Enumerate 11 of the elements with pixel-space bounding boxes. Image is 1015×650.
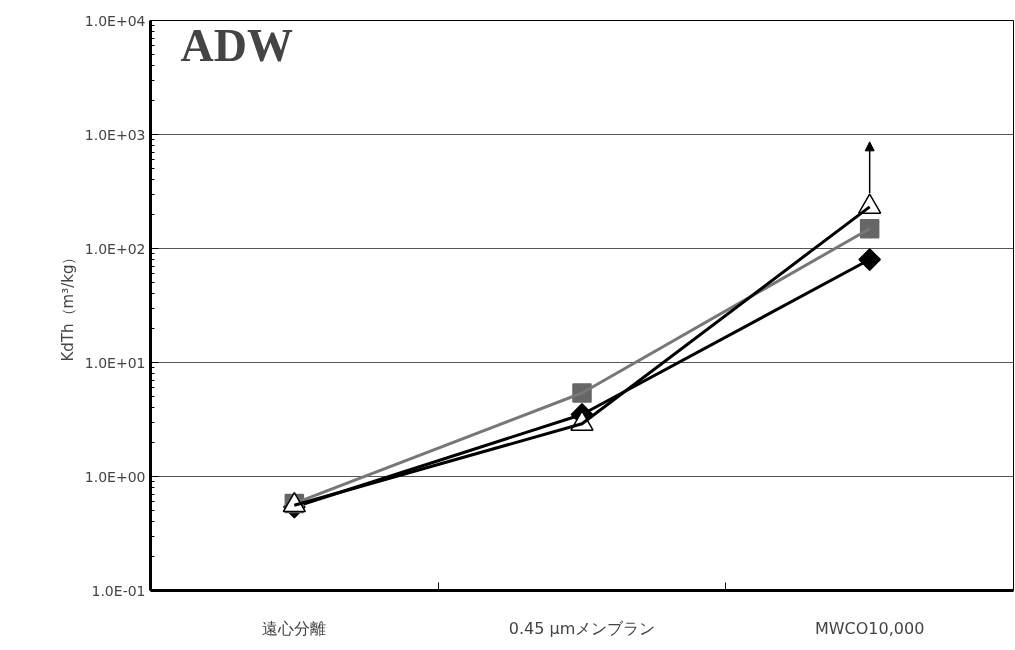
- y-tick-label: 1.0E+03: [84, 126, 146, 143]
- y-axis-title: KdTh（m³/kg）: [58, 249, 77, 362]
- y-tick-label: 1.0E+02: [84, 240, 146, 257]
- x-tick-label: 0.45 μmメンブラン: [508, 618, 656, 638]
- annotation: ADW: [180, 19, 293, 71]
- x-tick-label: MWCO10,000: [814, 618, 925, 638]
- y-tick-label: 1.0E+00: [84, 468, 146, 485]
- y-tick-label: 1.0E+04: [84, 12, 146, 29]
- x-tick-label: 遠心分離: [262, 618, 327, 638]
- y-tick-label: 1.0E+01: [84, 354, 146, 371]
- y-tick-label: 1.0E-01: [91, 582, 146, 599]
